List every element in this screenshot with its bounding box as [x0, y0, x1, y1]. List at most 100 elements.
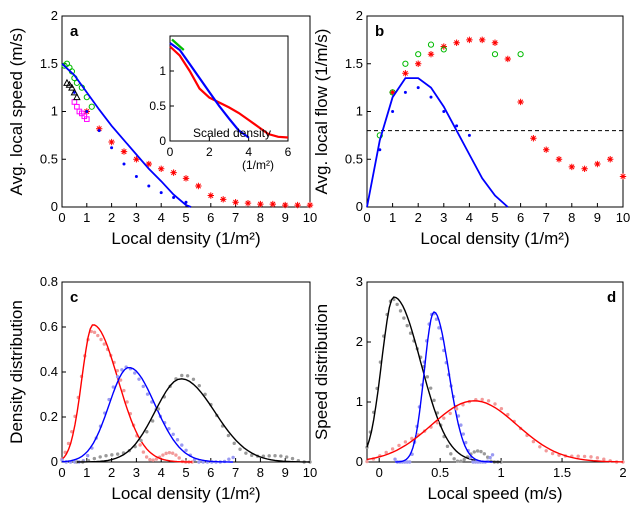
panel-d-sample-dot	[602, 457, 606, 461]
inset-series-line	[171, 38, 185, 51]
panel-d-sample-dot	[408, 331, 413, 335]
panel-d-sample-dot	[482, 452, 487, 456]
panel-d-sample-dot	[407, 460, 412, 464]
panel-d-ytick-label: 1	[356, 394, 363, 409]
panel-d-sample-dot	[471, 460, 475, 464]
panel-b-point	[453, 39, 460, 46]
panel-c-sample-dot	[250, 453, 254, 458]
panel-c-sample-dot	[150, 419, 155, 423]
panel-c-sample-dot	[171, 432, 175, 436]
panel-a-point	[269, 200, 276, 208]
panel-a-xtick-label: 0	[58, 210, 65, 225]
panel-a-point	[282, 201, 289, 209]
panel-d-sample-dot	[405, 323, 409, 328]
panel-b-point	[415, 51, 422, 58]
panel-c-sample-dot	[102, 342, 107, 346]
panel-b-point	[504, 55, 511, 63]
panel-c-sample-dot	[167, 450, 172, 455]
panel-d-xtick-label: 0.5	[431, 465, 449, 480]
panel-c-sample-dot	[144, 455, 149, 459]
panel-c-ytick-label: 0.6	[40, 319, 58, 334]
panel-a-point	[294, 201, 301, 209]
panel-d-sample-dot	[449, 452, 453, 456]
panel-c-xtick-label: 8	[257, 465, 264, 480]
panel-a-point	[306, 201, 314, 209]
panel-c-sample-dot	[180, 373, 184, 378]
panel-c-sample-dot	[156, 407, 161, 411]
panel-d-sample-dot	[442, 416, 446, 420]
panel-c-sample-dot	[66, 441, 71, 446]
panel-c-sample-dot	[284, 455, 289, 459]
panel-d-sample-dot	[595, 456, 600, 460]
panel-d-ytick-label: 3	[356, 274, 363, 289]
panel-b-point	[568, 163, 575, 171]
panel-b-point	[391, 110, 395, 113]
panel-c-sample-dot	[125, 400, 129, 404]
panel-b-xtick-label: 10	[616, 210, 630, 225]
panel-a-point	[73, 93, 81, 101]
panel-d-sample-dot	[410, 436, 414, 441]
panel-c-sample-dot	[227, 457, 231, 461]
panel-a-point	[145, 160, 152, 168]
panel-d-sample-dot	[403, 440, 408, 444]
panel-c-sample-dot	[139, 438, 143, 443]
panel-c-sample-dot	[203, 392, 207, 397]
panel-a-ytick-label: 1.5	[40, 56, 58, 71]
panel-c-sample-dot	[164, 451, 168, 456]
panel-c-sample-dot	[185, 374, 190, 378]
panel-a-point	[97, 129, 101, 133]
panel-c-sample-dot	[238, 447, 242, 451]
panel-a-ytick-label: 2	[51, 8, 58, 23]
panel-a-point	[184, 200, 188, 204]
panel-c-sample-dot	[145, 392, 150, 396]
panel-d-sample-dot	[490, 453, 495, 457]
panel-label-d: d	[607, 289, 616, 306]
panel-a-ytick-label: 0	[51, 199, 58, 214]
inset-xtick-label: 4	[245, 145, 252, 159]
panel-c-xtick-label: 9	[282, 465, 289, 480]
panel-b-point	[467, 133, 471, 137]
panel-c-ytick-label: 0	[51, 454, 58, 469]
panel-c-sample-dot	[115, 375, 120, 379]
panel-b-point	[415, 60, 422, 67]
panel-c-sample-dot	[290, 456, 295, 461]
panel-b-xtick-label: 1	[389, 210, 396, 225]
panel-c-sample-dot	[96, 333, 100, 338]
panel-c-sample-dot	[120, 368, 124, 372]
panel-a-point	[195, 182, 202, 190]
panel-c-sample-dot	[137, 377, 141, 381]
panel-c-xlabel: Local density (1/m²)	[111, 484, 260, 503]
panel-c-fit-curve	[76, 378, 311, 463]
panel-d-sample-dot	[488, 455, 492, 460]
panel-b-ylabel: Avg. local flow (1/m/s)	[312, 29, 331, 195]
panel-d-sample-dot	[493, 402, 497, 406]
panel-d-sample-dot	[531, 439, 536, 444]
panel-d-ylabel: Speed distribution	[312, 304, 331, 440]
panel-c: 0 1 2 3 4 5 6 7 8 9 10 0 0.2 0.4 0.6 0.8 Local density (…	[7, 274, 317, 503]
panel-a-point	[170, 169, 177, 176]
panel-d-sample-dot	[538, 445, 542, 449]
panel-d-sample-dot	[428, 386, 433, 390]
panel-a-xlabel: Local density (1/m²)	[111, 229, 260, 248]
panel-c-sample-dot	[92, 330, 97, 335]
panel-a-point	[257, 200, 264, 208]
panel-a-point	[108, 138, 115, 146]
panel-d-sample-dot	[390, 447, 395, 451]
panel-b-point	[594, 160, 601, 168]
panel-b-xtick-label: 5	[491, 210, 498, 225]
panel-label-b: b	[375, 23, 384, 40]
panel-c-sample-dot	[115, 452, 120, 456]
panel-d-sample-dot	[439, 336, 444, 341]
panel-d-ytick-label: 0	[356, 454, 363, 469]
panel-c-sample-dot	[98, 455, 102, 459]
panel-d-sample-dot	[448, 411, 452, 416]
panel-c-xtick-label: 1	[83, 465, 90, 480]
panel-a-point	[88, 103, 95, 110]
panel-d-fit-curve	[366, 400, 624, 463]
panel-d-sample-dot	[473, 460, 478, 464]
panel-b-point	[466, 36, 473, 44]
panel-d-fit-curve	[395, 311, 493, 463]
panel-c-sample-dot	[111, 385, 116, 389]
panel-a-point	[182, 175, 190, 182]
panel-c-sample-dot	[118, 378, 123, 382]
